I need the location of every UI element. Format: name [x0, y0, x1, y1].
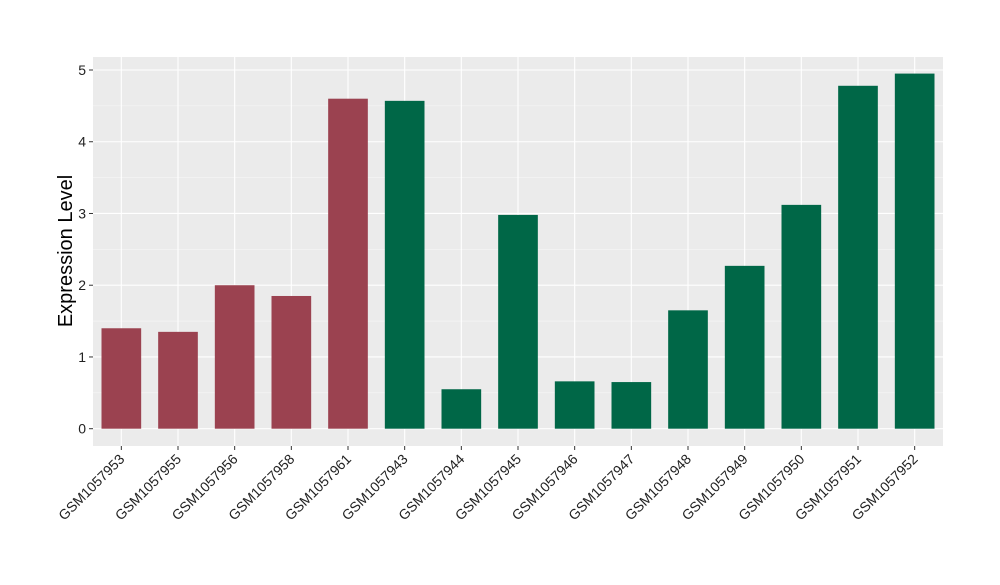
y-tick-label: 3: [78, 205, 86, 221]
bar-GSM1057961: [328, 98, 368, 429]
bar-GSM1057944: [441, 389, 482, 429]
bar-GSM1057948: [668, 310, 708, 429]
bar-GSM1057951: [838, 85, 878, 429]
y-tick-label: 1: [78, 349, 86, 365]
bar-GSM1057950: [781, 204, 822, 429]
bar-GSM1057952: [894, 73, 935, 429]
bar-GSM1057958: [271, 295, 312, 429]
bar-GSM1057947: [611, 382, 652, 429]
bar-GSM1057949: [724, 265, 765, 429]
bar-GSM1057956: [214, 285, 255, 429]
bar-GSM1057955: [158, 331, 198, 429]
y-tick-label: 2: [78, 277, 86, 293]
bar-GSM1057953: [101, 328, 142, 429]
bar-GSM1057945: [498, 214, 538, 429]
y-tick-label: 0: [78, 421, 86, 437]
y-axis-label: Expression Level: [55, 175, 77, 327]
y-tick-label: 5: [78, 62, 86, 78]
bar-GSM1057943: [384, 100, 425, 429]
y-tick-label: 4: [78, 134, 86, 150]
bar-GSM1057946: [554, 381, 595, 429]
